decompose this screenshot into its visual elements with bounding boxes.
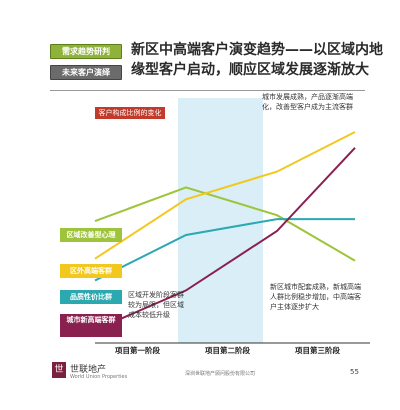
logo-text: 世联地产	[70, 365, 107, 375]
series-line-1	[94, 131, 356, 260]
stage-two-highlight	[178, 98, 263, 343]
legend-value-quality: 品质性价比群	[60, 290, 122, 304]
series-line-2	[94, 218, 355, 282]
logo-subtitle: World Union Properties	[70, 374, 128, 380]
stage-two-label: 项目第二阶段	[205, 346, 250, 355]
page-title: 新区中高端客户演变趋势——以区域内地缘型客户启动，顺应区域发展逐渐放大	[131, 42, 383, 78]
legend-new-high-end: 城市新高端客群	[60, 314, 122, 337]
tab-future-customers[interactable]: 未来客户演绎	[50, 65, 122, 80]
title-divider	[50, 90, 365, 91]
footer-company: 深圳世联地产顾问股份有限公司	[185, 371, 256, 377]
note-left: 区域开发阶段客群较为局限，但区域成本较低升级	[128, 291, 184, 319]
page-number: 55	[350, 368, 359, 376]
legend-outside-high-end: 区外高端客群	[60, 264, 122, 278]
note-top: 城市发展成熟，产品逐渐高端化，改善型客户成为主流客群	[262, 93, 353, 111]
logo-icon: 世	[52, 362, 66, 378]
legend-area-upgrade: 区域改善型心理	[60, 228, 122, 242]
chart-label: 客户构成比例的变化	[95, 107, 165, 119]
stage-three-label: 项目第三阶段	[295, 346, 340, 355]
series-line-0	[94, 186, 356, 262]
series-line-3	[94, 147, 356, 331]
note-bottom: 新区城市配套成熟，新城高端人群比例稳步增加，中高端客户主体逐步扩大	[270, 283, 361, 311]
stage-one-label: 项目第一阶段	[115, 346, 160, 355]
tab-demand-trend[interactable]: 需求趋势研判	[50, 44, 122, 59]
